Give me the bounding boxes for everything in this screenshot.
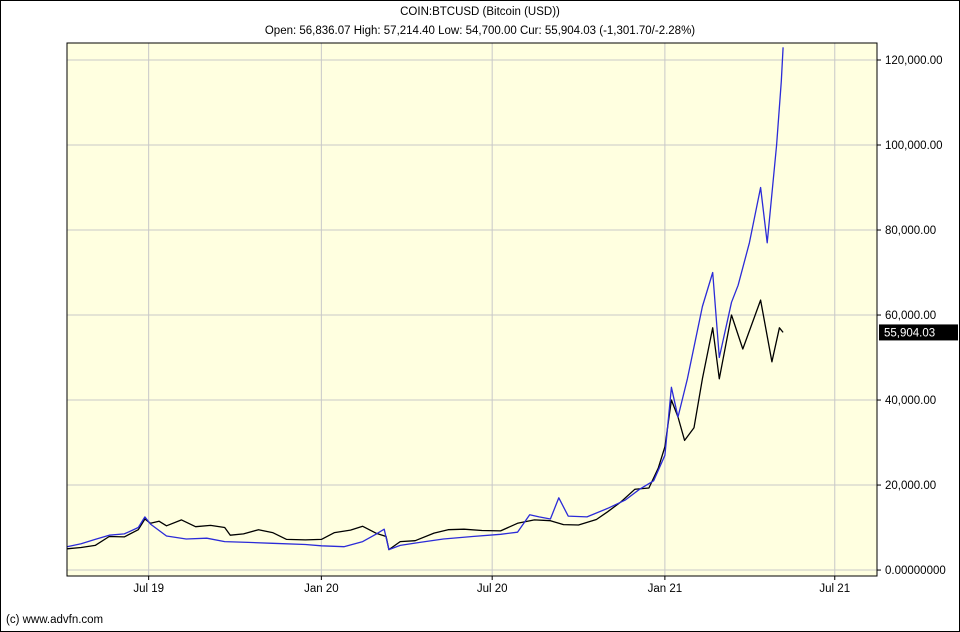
y-tick-label: 100,000.00: [885, 140, 943, 152]
copyright: (c) www.advfn.com: [6, 614, 104, 626]
comparison-line: [66, 47, 784, 551]
x-tick-label: Jan 21: [648, 583, 683, 595]
series-group: [66, 47, 784, 551]
y-tick-label: 0.00000000: [885, 565, 946, 577]
plot-area: [66, 42, 878, 577]
y-tick-label: 20,000.00: [885, 480, 936, 492]
current-value-label: 55,904.03: [884, 327, 935, 339]
y-tick-label: 40,000.00: [885, 395, 936, 407]
plot-border: [66, 42, 878, 577]
x-tick-label: Jul 19: [133, 583, 164, 595]
current-value-badge: 55,904.03: [879, 324, 958, 341]
x-tick-label: Jul 20: [477, 583, 508, 595]
y-tick-label: 120,000.00: [885, 55, 943, 67]
y-tick-label: 80,000.00: [885, 225, 936, 237]
x-tick-label: Jul 21: [819, 583, 850, 595]
price-chart: Jul 19 Jan 20 Jul 20 Jan 21 Jul 21 0.00000000…: [66, 42, 958, 595]
axes: Jul 19 Jan 20 Jul 20 Jan 21 Jul 21 0.00000000…: [66, 42, 958, 595]
grid: [67, 43, 877, 576]
quote-summary: Open: 56,836.07 High: 57,214.40 Low: 54,…: [264, 25, 696, 37]
current-value-bg: [879, 324, 958, 341]
y-tick-label: 60,000.00: [885, 310, 936, 322]
chart-title: COIN:BTCUSD (Bitcoin (USD)): [400, 6, 560, 18]
x-tick-label: Jan 20: [304, 583, 339, 595]
price-line: [66, 299, 784, 551]
